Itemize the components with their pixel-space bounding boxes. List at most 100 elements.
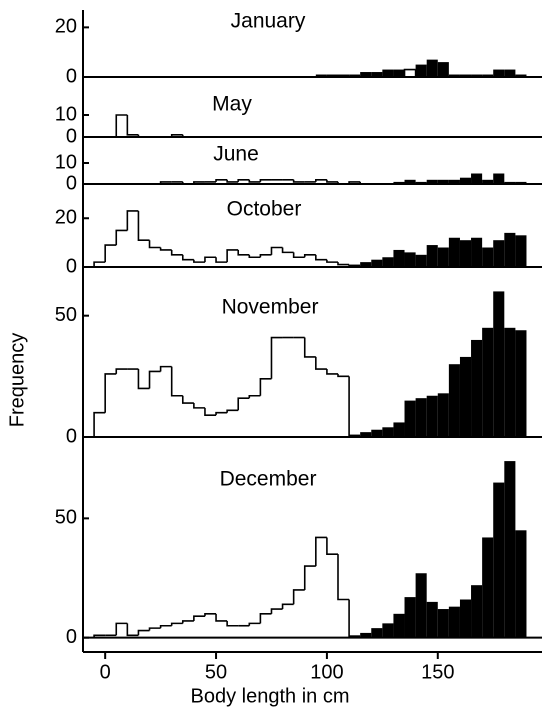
bar-outline	[193, 615, 205, 621]
bar-outline	[226, 620, 239, 627]
y-tick-label: 10	[55, 151, 77, 173]
panel-title: November	[222, 296, 319, 319]
bar-outline	[326, 537, 338, 555]
bar	[349, 74, 361, 77]
bar-outline	[237, 179, 250, 182]
bar-outline	[126, 210, 139, 231]
bar	[448, 364, 460, 437]
bar-outline	[181, 395, 194, 404]
bar-outline	[170, 366, 183, 397]
bar	[426, 59, 438, 77]
bar	[493, 173, 505, 184]
y-tick-label: 0	[66, 172, 77, 194]
bar-outline	[270, 608, 283, 614]
bar-outline	[348, 599, 361, 639]
bar-outline	[215, 613, 228, 622]
bar	[482, 537, 494, 638]
bar	[338, 74, 350, 77]
bar	[315, 74, 327, 77]
bar	[360, 72, 372, 77]
y-tick-label: 20	[55, 16, 77, 38]
bar	[393, 613, 405, 638]
bar	[459, 177, 472, 184]
x-tick-label: 50	[205, 661, 227, 683]
bar-outline	[303, 565, 316, 590]
bar-outline	[181, 620, 194, 624]
bar	[448, 74, 460, 77]
bar-outline	[126, 115, 139, 136]
bar	[504, 181, 516, 184]
bar	[493, 482, 505, 638]
bar	[504, 327, 516, 437]
bar	[459, 599, 472, 638]
panel-title: June	[213, 143, 259, 166]
bar-outline	[337, 554, 350, 601]
bar	[415, 181, 427, 184]
panel-title: December	[220, 468, 317, 491]
bar-outline	[281, 603, 294, 610]
bar-outline	[315, 254, 327, 261]
bar-outline	[204, 256, 217, 263]
bar	[404, 252, 416, 267]
bar	[426, 179, 438, 184]
bar-outline	[292, 589, 305, 605]
bar-outline	[170, 249, 183, 256]
bar-outline	[115, 114, 128, 137]
bar-outline	[148, 627, 161, 631]
bar-outline	[315, 536, 327, 567]
bar-outline	[303, 337, 316, 358]
bar	[382, 427, 394, 437]
bar	[493, 240, 505, 267]
bar-outline	[215, 179, 228, 182]
bar	[404, 597, 416, 638]
bar-outline	[259, 254, 272, 258]
bar-outline	[403, 68, 416, 77]
y-tick-label: 0	[66, 255, 77, 277]
bar-outline	[326, 369, 338, 375]
bar-outline	[270, 246, 283, 255]
bar-outline	[237, 397, 250, 411]
x-tick-label: 100	[310, 661, 343, 683]
x-axis-label: Body length in cm	[191, 685, 350, 707]
bar	[471, 585, 483, 638]
bar-outline	[115, 368, 128, 374]
bar	[504, 461, 516, 638]
bar-outline	[315, 179, 327, 182]
bar-outline	[348, 376, 361, 438]
bar	[459, 356, 472, 437]
bar-outline	[159, 624, 172, 629]
bar	[504, 232, 516, 267]
bar-outline	[181, 254, 194, 261]
bar	[426, 601, 438, 638]
bar-outline	[126, 623, 139, 637]
bar	[371, 72, 383, 77]
panel-title: May	[212, 93, 252, 116]
bar-outline	[259, 613, 272, 624]
bar	[393, 422, 405, 437]
bar-outline	[292, 252, 305, 259]
bar	[482, 74, 494, 77]
bar	[437, 393, 449, 437]
bar-outline	[237, 249, 250, 256]
bar	[415, 573, 427, 638]
bar	[471, 74, 483, 77]
bar-outline	[337, 373, 350, 378]
bar	[382, 69, 394, 77]
y-tick-label: 20	[55, 207, 77, 229]
bar-outline	[115, 622, 128, 636]
bar	[393, 249, 405, 267]
y-tick-label: 0	[66, 125, 77, 147]
bar	[326, 74, 338, 77]
bar	[371, 429, 383, 437]
bar-outline	[148, 370, 161, 389]
bar	[437, 247, 449, 267]
bar	[459, 240, 472, 267]
y-tick-label: 0	[66, 626, 77, 648]
bar	[371, 259, 383, 267]
bar	[404, 179, 416, 184]
bar-outline	[159, 247, 172, 251]
bar-outline	[292, 179, 305, 183]
bar	[448, 179, 460, 184]
bar-outline	[315, 356, 327, 370]
